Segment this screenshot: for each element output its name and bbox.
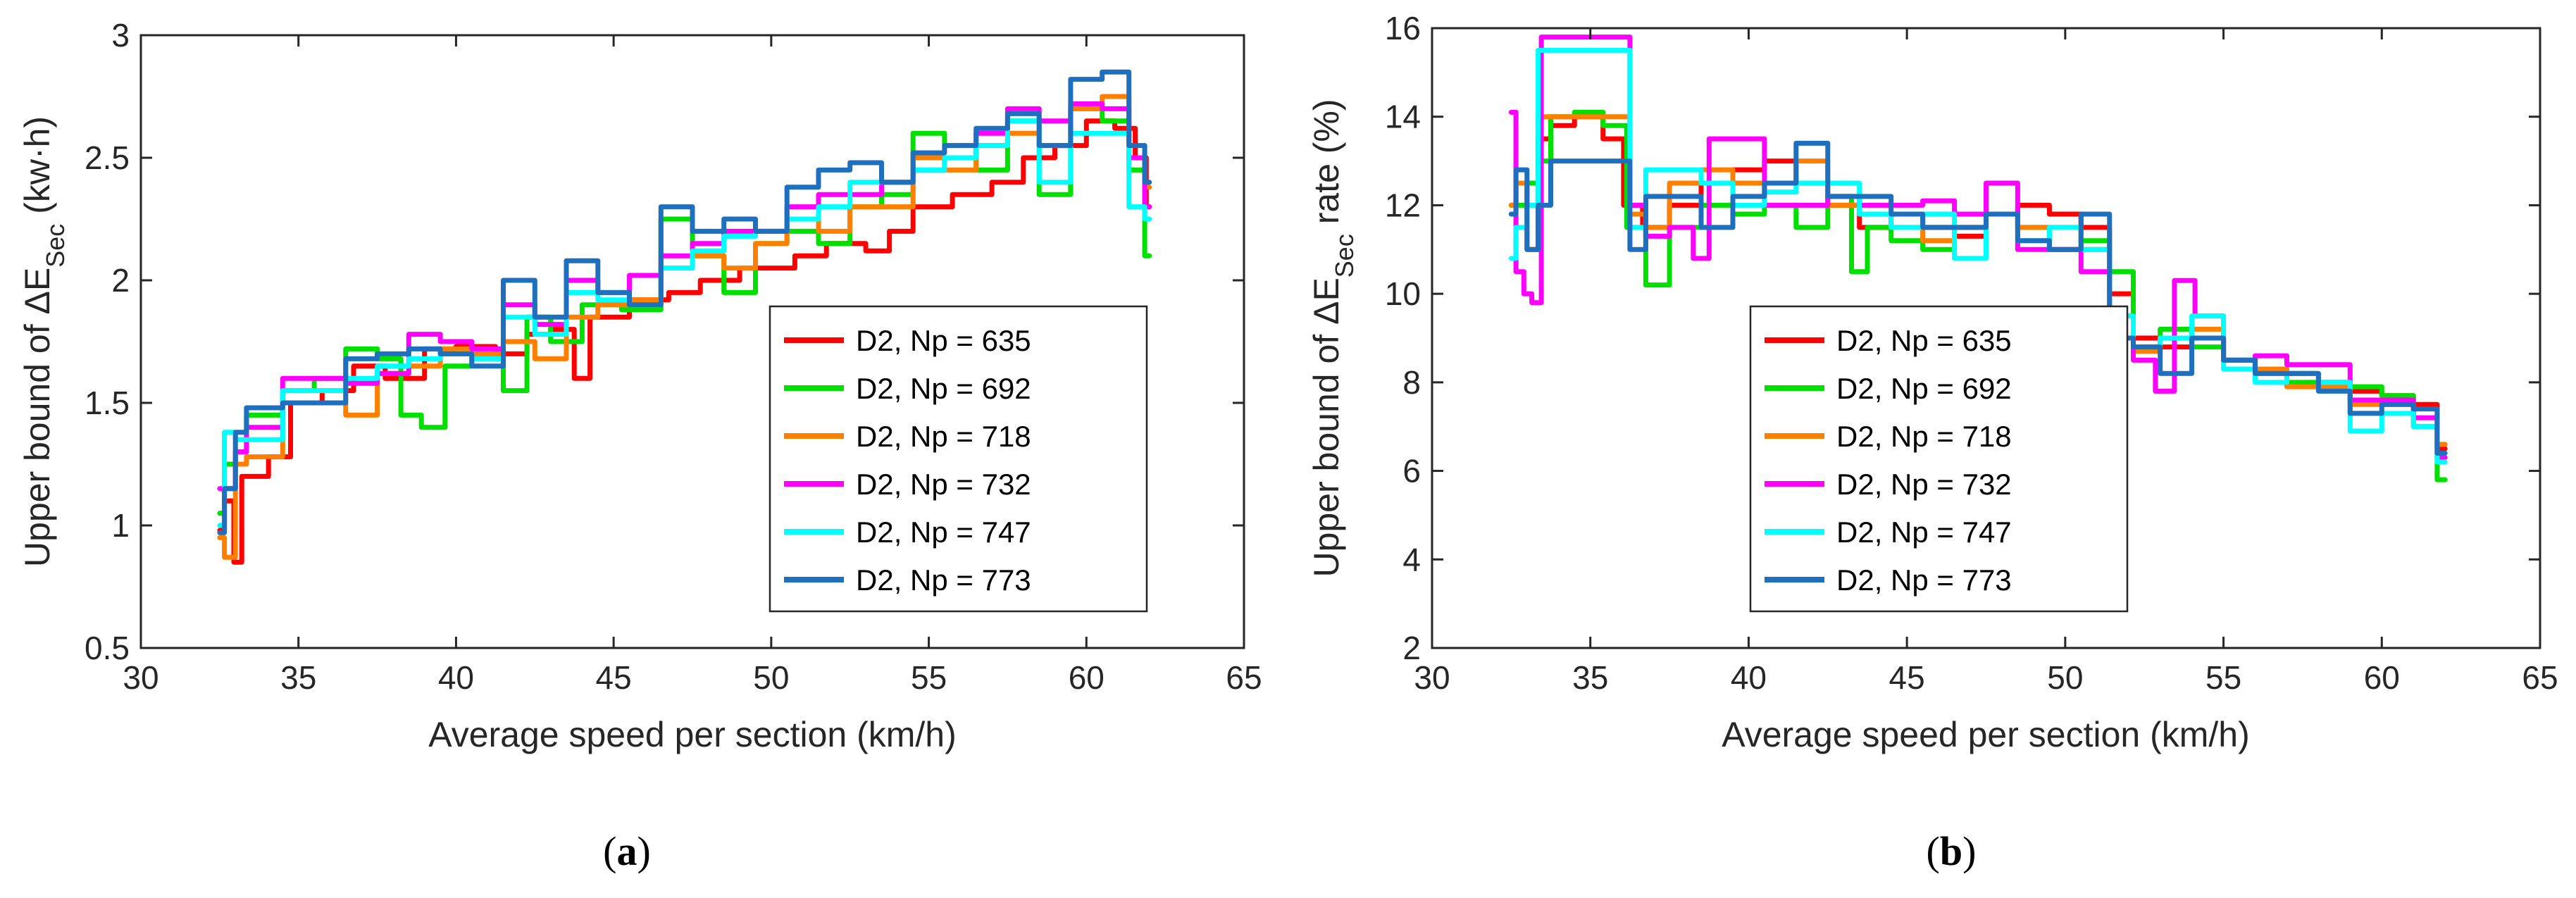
panel-a-x-axis-label: Average speed per section (km/h): [428, 715, 956, 754]
panel-a-caption: (a): [603, 828, 651, 874]
panel-a-axes-box: [139, 34, 1245, 649]
panel-b-legend-label: D2, Np = 773: [1836, 563, 2012, 597]
panel-b-y-tick-label: 8: [1402, 364, 1421, 401]
panel-b-x-tick-label: 50: [2047, 659, 2083, 696]
panel-a-x-tick-label: 40: [438, 659, 474, 696]
panel-a-legend-label: D2, Np = 732: [856, 468, 1031, 501]
panel-b-x-tick-label: 30: [1414, 659, 1450, 696]
panel-b-series-lines: [1508, 35, 2448, 482]
panel-b-axes-box: [1431, 27, 2541, 649]
panel-b-y-tick-label: 14: [1385, 99, 1421, 135]
panel-a-ticks: 30 35 40 45 50 55 60 65 0.5 1 1.5 2 2.5 3: [85, 17, 1262, 696]
panel-b-legend-box: [1749, 305, 2129, 613]
panel-a-legend: D2, Np = 635 D2, Np = 692 D2, Np = 718 D2, …: [769, 305, 1148, 613]
panel-b-y-tick-label: 6: [1402, 453, 1421, 489]
panel-a-legend-box: [769, 305, 1148, 613]
panel-b-legend: D2, Np = 635 D2, Np = 692 D2, Np = 718 D2, …: [1749, 305, 2129, 613]
panel-b-y-tick-label: 16: [1385, 10, 1421, 46]
panel-b-y-axis-label: Upper bound of ΔESec rate (%): [1307, 99, 1359, 577]
panel-b-x-tick-label: 40: [1731, 659, 1767, 696]
panel-a: 30 35 40 45 50 55 60 65 0.5 1 1.5 2 2.5 3 Average spe…: [18, 17, 1262, 874]
panel-b-y-tick-label: 4: [1402, 541, 1421, 578]
panel-a-legend-label: D2, Np = 773: [856, 563, 1031, 597]
panel-a-x-tick-label: 30: [123, 659, 158, 696]
panel-b-y-tick-label: 10: [1385, 275, 1421, 312]
panel-a-x-tick-label: 65: [1226, 659, 1262, 696]
panel-b-x-tick-label: 45: [1889, 659, 1925, 696]
panel-a-y-tick-label: 1.5: [85, 385, 130, 421]
panel-b-legend-label: D2, Np = 635: [1836, 324, 2012, 357]
panel-b-legend-label: D2, Np = 718: [1836, 420, 2012, 453]
panel-a-x-tick-label: 50: [753, 659, 789, 696]
panel-a-series-lines: [217, 69, 1152, 565]
panel-b-x-tick-label: 65: [2522, 659, 2558, 696]
panel-a-y-axis-label: Upper bound of ΔESec (kw·h): [18, 116, 70, 567]
panel-a-x-tick-label: 45: [596, 659, 632, 696]
panel-a-y-tick-label: 0.5: [85, 630, 130, 666]
panel-a-y-tick-label: 3: [111, 17, 130, 54]
panel-b-series-line-6: [1508, 140, 2448, 456]
panel-a-legend-label: D2, Np = 692: [856, 372, 1031, 405]
panel-a-x-tick-label: 60: [1069, 659, 1105, 696]
panel-b-caption: (b): [1927, 828, 1977, 874]
panel-b-y-tick-label: 2: [1402, 630, 1421, 666]
panel-b-x-axis-label: Average speed per section (km/h): [1722, 715, 2249, 754]
panel-a-y-tick-label: 2.5: [85, 139, 130, 176]
panel-b-series-line-4: [1508, 35, 2448, 461]
panel-b-legend-label: D2, Np = 732: [1836, 468, 2012, 501]
panel-a-legend-label: D2, Np = 747: [856, 516, 1031, 549]
panel-b: 30 35 40 45 50 55 60 65 2 4 6 8 10 12 14 16 Average spe…: [1307, 10, 2558, 874]
panel-a-series-line-6: [217, 69, 1152, 535]
panel-a-legend-label: D2, Np = 635: [856, 324, 1031, 357]
panel-b-y-tick-label: 12: [1385, 187, 1421, 223]
panel-a-y-tick-label: 2: [111, 262, 130, 299]
panel-a-x-tick-label: 55: [911, 659, 947, 696]
panel-a-legend-label: D2, Np = 718: [856, 420, 1031, 453]
panel-b-legend-label: D2, Np = 747: [1836, 516, 2012, 549]
panel-b-legend-label: D2, Np = 692: [1836, 372, 2012, 405]
panel-b-x-tick-label: 55: [2205, 659, 2241, 696]
panel-a-x-tick-label: 35: [280, 659, 316, 696]
panel-b-x-tick-label: 60: [2364, 659, 2400, 696]
panel-a-y-tick-label: 1: [111, 507, 130, 544]
panel-b-x-tick-label: 35: [1572, 659, 1608, 696]
panel-b-ticks: 30 35 40 45 50 55 60 65 2 4 6 8 10 12 14 16: [1385, 10, 2558, 696]
